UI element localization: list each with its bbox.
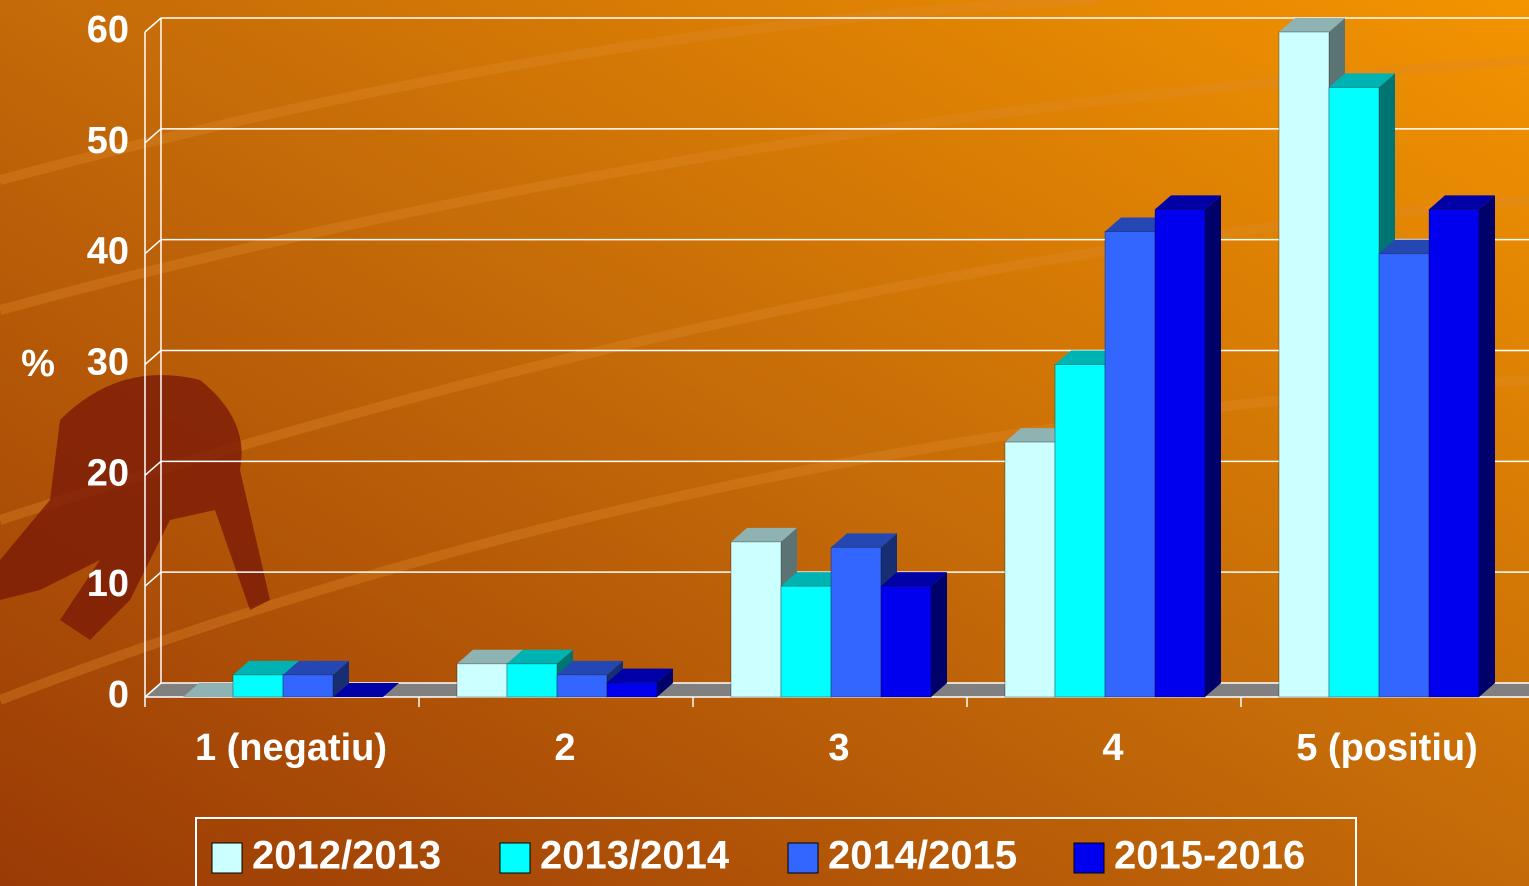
x-tick-label: 4 [1102,727,1123,769]
y-axis-label: % [21,343,55,385]
x-tick-label: 3 [828,727,849,769]
y-tick-label: 50 [87,120,129,162]
bar-front [1429,209,1479,697]
y-tick-label: 20 [87,452,129,494]
bar-front [881,586,931,697]
bar-front [1279,32,1329,697]
bar-front [781,586,831,697]
bar-front [1005,442,1055,697]
bar [1429,195,1495,697]
bar [283,661,349,697]
y-tick-label: 40 [87,231,129,273]
legend-label: 2015-2016 [1114,834,1305,878]
bar [881,572,947,697]
bar [1155,195,1221,697]
legend-swatch [212,843,242,873]
bar-front [1055,365,1105,698]
y-tick-label: 10 [87,563,129,605]
bar-front [457,664,507,697]
bar-front [831,547,881,697]
bar-front [1105,232,1155,698]
y-tick-label: 60 [87,9,129,51]
bar-front [233,675,283,697]
legend-swatch [500,843,530,873]
chart: % 2012/2013 2013/2014 2014/2015 2015-2016 0… [0,0,1529,886]
x-tick-label: 1 (negatiu) [195,727,387,769]
legend-label: 2013/2014 [540,834,730,878]
bar-side [1479,195,1495,697]
bar-front [607,683,657,697]
x-tick-label: 5 (positiu) [1296,727,1478,769]
y-tick-label: 30 [87,342,129,384]
bar-front [507,664,557,697]
bar-front [1155,209,1205,697]
legend-label: 2012/2013 [252,834,441,878]
bar-front [1379,254,1429,697]
page: % 2012/2013 2013/2014 2014/2015 2015-2016 0… [0,0,1529,886]
bar-front [283,675,333,697]
y-tick-label: 0 [108,674,129,716]
legend-swatch [788,843,818,873]
bar-front [731,542,781,697]
bar-front [1329,87,1379,697]
legend-swatch [1074,843,1104,873]
bar-side [1205,195,1221,697]
bar-front [557,675,607,697]
bar-side [931,572,947,697]
x-tick-label: 2 [554,727,575,769]
legend-label: 2014/2015 [828,834,1017,878]
